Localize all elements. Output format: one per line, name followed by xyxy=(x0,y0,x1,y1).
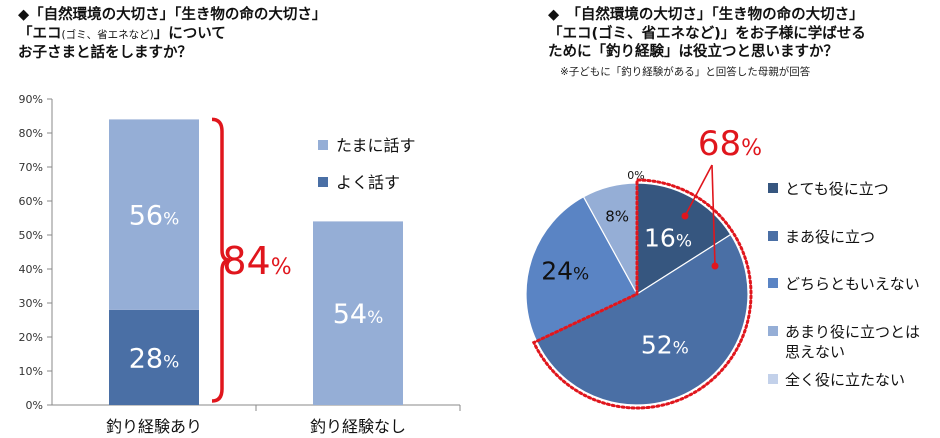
left-title-line-2: 「エコ(ゴミ、省エネなど)」について xyxy=(18,25,326,45)
pie-data-label: 16% xyxy=(644,224,692,253)
y-tick-label: 40% xyxy=(19,263,43,276)
bar-data-label: 56% xyxy=(129,201,180,232)
legend-label: とても役に立つ xyxy=(785,180,889,198)
pie-data-label: 24% xyxy=(541,257,589,286)
right-title-line-2: 「エコ(ゴミ、省エネなど)」をお子様に学ばせる xyxy=(548,25,866,42)
legend-swatch xyxy=(318,177,328,187)
highlight-outline xyxy=(531,178,753,410)
pie-slice xyxy=(535,233,749,406)
y-tick-label: 70% xyxy=(19,161,43,174)
right-chart-note: ※子どもに「釣り経験がある」と回答した母親が回答 xyxy=(560,66,811,78)
stacked-bar-chart: 0% 10% 20% 30% 40% 50% 60% 70% 80% 90% 28% 56% 釣り経験あ… xyxy=(19,93,461,436)
pie-data-label: 52% xyxy=(641,331,689,360)
right-title-line-1: ◆ 「自然環境の大切さ」「生き物の命の大切さ」 xyxy=(548,7,864,23)
bar-data-label: 28% xyxy=(129,343,180,374)
right-title-line-3: ために「釣り経験」は役立つと思いますか？ xyxy=(548,44,838,60)
y-tick-label: 80% xyxy=(19,127,43,140)
left-title-line-3: お子さまと話をしますか？ xyxy=(18,45,192,61)
bar-segment xyxy=(109,309,199,405)
bar-segment xyxy=(109,119,199,310)
left-title-eco: 「エコ xyxy=(18,25,62,42)
callout-dot xyxy=(711,262,719,270)
legend-label: よく話す xyxy=(336,173,400,192)
pie-slice xyxy=(636,182,732,296)
legend-swatch xyxy=(768,374,778,384)
callout-dot xyxy=(681,212,689,220)
left-title-about: 」について xyxy=(153,25,226,42)
x-category-label: 釣り経験あり xyxy=(106,417,202,436)
left-title-small: (ゴミ、省エネなど) xyxy=(61,28,154,41)
left-title-line-1: ◆「自然環境の大切さ」「生き物の命の大切さ」 xyxy=(18,7,327,23)
right-chart-title: ◆ 「自然環境の大切さ」「生き物の命の大切さ」 「エコ(ゴミ、省エネなど)」をお… xyxy=(548,6,866,62)
y-tick-label: 50% xyxy=(19,229,43,242)
y-tick-label: 90% xyxy=(19,93,43,106)
legend-label: あまり役に立つとは xyxy=(785,323,920,341)
bar-segment xyxy=(313,221,403,405)
y-tick-label: 0% xyxy=(26,399,43,412)
pie-slice xyxy=(525,195,638,343)
y-tick-label: 10% xyxy=(19,365,43,378)
legend-swatch xyxy=(768,183,778,193)
legend-swatch xyxy=(768,278,778,288)
legend-label: たまに話す xyxy=(336,136,416,155)
legend-swatch xyxy=(768,326,778,336)
bar-data-label: 54% xyxy=(333,299,384,330)
legend-label: 思えない xyxy=(785,343,845,361)
total-bracket xyxy=(211,117,231,403)
pie-data-label: 8% xyxy=(605,208,629,226)
y-tick-label: 30% xyxy=(19,297,43,310)
left-chart-title: ◆「自然環境の大切さ」「生き物の命の大切さ」 「エコ(ゴミ、省エネなど)」につい… xyxy=(18,6,326,63)
y-tick-label: 20% xyxy=(19,331,43,344)
callout-line xyxy=(684,164,713,217)
legend-swatch xyxy=(768,231,778,241)
legend-label: まあ役に立つ xyxy=(785,228,875,246)
legend-swatch xyxy=(318,140,328,150)
callout-line xyxy=(711,164,716,267)
x-category-label: 釣り経験なし xyxy=(310,417,406,436)
combined-annotation: 68% xyxy=(698,124,762,164)
total-annotation: 84% xyxy=(222,239,291,283)
legend-label: どちらともいえない xyxy=(785,275,920,293)
y-tick-label: 60% xyxy=(19,195,43,208)
legend-label: 全く役に立たない xyxy=(785,371,905,389)
pie-chart: 16%52%24%8%0%68%とても役に立つまあ役に立つどちらともいえないあま… xyxy=(525,124,920,410)
